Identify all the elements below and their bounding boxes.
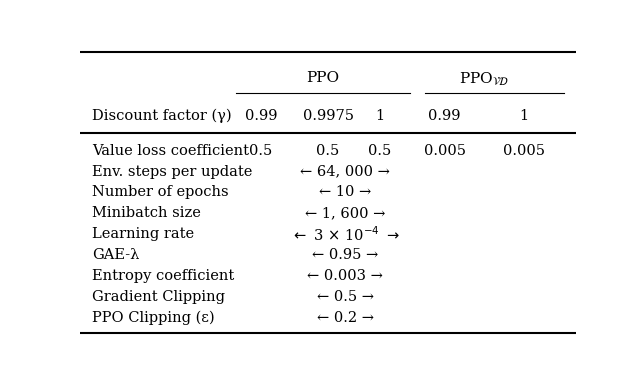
Text: Number of epochs: Number of epochs — [92, 185, 229, 200]
Text: Env. steps per update: Env. steps per update — [92, 165, 253, 179]
Text: ← 0.003 →: ← 0.003 → — [307, 269, 383, 283]
Text: Entropy coefficient: Entropy coefficient — [92, 269, 235, 283]
Text: PPO Clipping (ε): PPO Clipping (ε) — [92, 310, 215, 325]
Text: 0.99: 0.99 — [244, 109, 277, 123]
Text: 0.005: 0.005 — [503, 144, 545, 158]
Text: 0.5: 0.5 — [316, 144, 340, 158]
Text: Value loss coefficient: Value loss coefficient — [92, 144, 250, 158]
Text: 0.9975: 0.9975 — [303, 109, 353, 123]
Text: ← 1, 600 →: ← 1, 600 → — [305, 206, 385, 220]
Text: Discount factor (γ): Discount factor (γ) — [92, 109, 232, 123]
Text: ← 10 →: ← 10 → — [319, 185, 371, 200]
Text: PPO$_{\mathcal{VD}}$: PPO$_{\mathcal{VD}}$ — [459, 70, 509, 87]
Text: 0.5: 0.5 — [250, 144, 273, 158]
Text: 0.99: 0.99 — [428, 109, 461, 123]
Text: 0.005: 0.005 — [424, 144, 465, 158]
Text: 0.5: 0.5 — [369, 144, 392, 158]
Text: Gradient Clipping: Gradient Clipping — [92, 290, 225, 304]
Text: GAE-λ: GAE-λ — [92, 248, 140, 262]
Text: ← 64, 000 →: ← 64, 000 → — [300, 165, 390, 179]
Text: ← 0.95 →: ← 0.95 → — [312, 248, 378, 262]
Text: $\leftarrow$ 3 $\times$ 10$^{-4}$ $\rightarrow$: $\leftarrow$ 3 $\times$ 10$^{-4}$ $\righ… — [291, 225, 400, 244]
Text: Learning rate: Learning rate — [92, 227, 195, 241]
Text: Minibatch size: Minibatch size — [92, 206, 201, 220]
Text: ← 0.2 →: ← 0.2 → — [317, 311, 374, 324]
Text: 1: 1 — [376, 109, 385, 123]
Text: 1: 1 — [519, 109, 529, 123]
Text: PPO: PPO — [307, 71, 340, 85]
Text: ← 0.5 →: ← 0.5 → — [317, 290, 374, 304]
